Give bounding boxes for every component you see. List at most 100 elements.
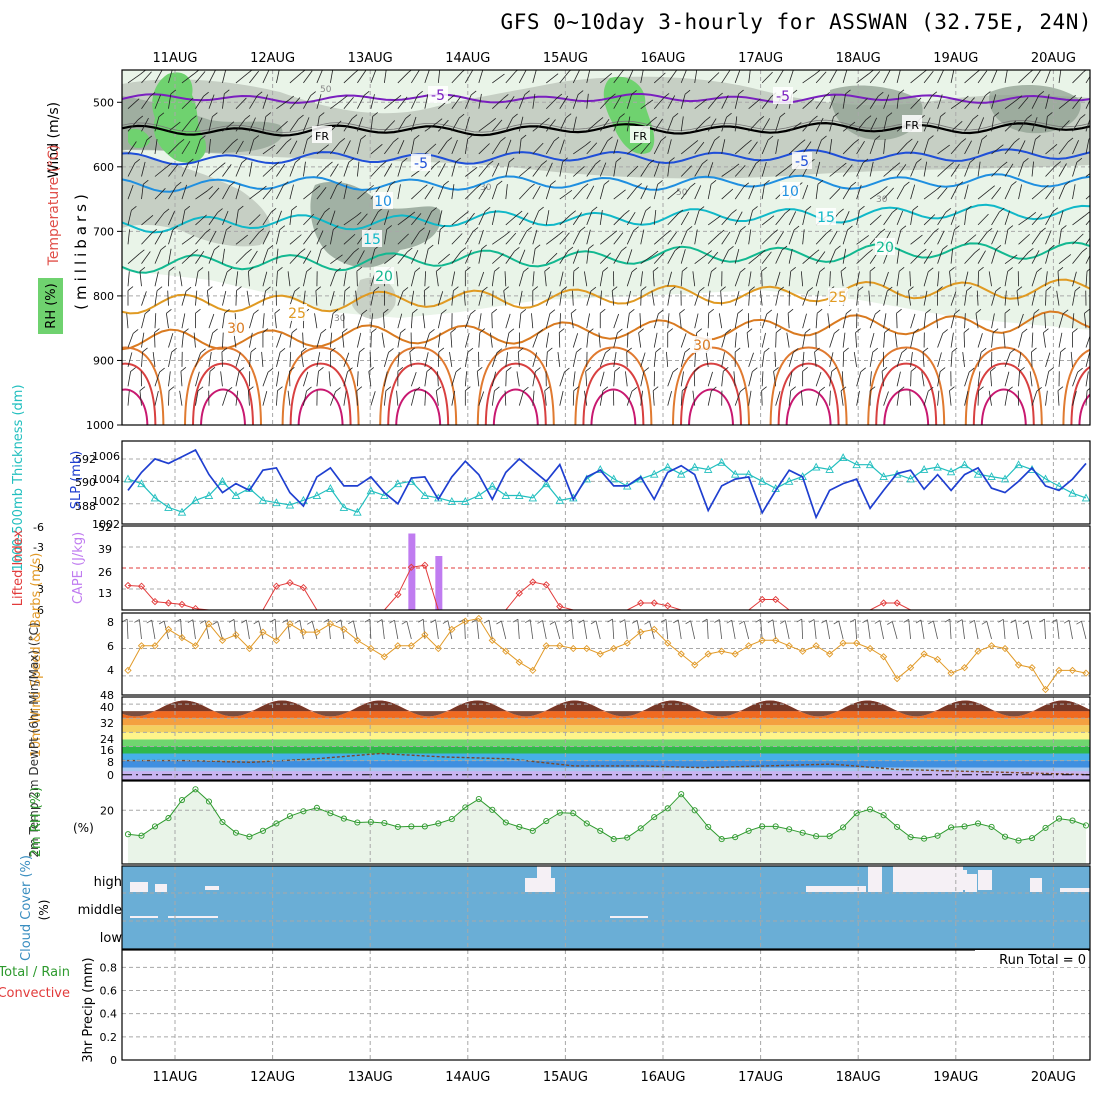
wind-barb (303, 95, 312, 109)
temp-band (122, 753, 1090, 761)
temp-band (122, 739, 1090, 747)
wind-barb-flag (645, 206, 651, 212)
wind-barb (181, 73, 195, 84)
wind-barb (476, 371, 480, 387)
wind-barb (586, 229, 591, 245)
wind-barb (694, 254, 707, 264)
thickness-point (380, 491, 389, 499)
wind-barb-10m-flag (200, 620, 206, 624)
wind-barb-flag (896, 308, 902, 314)
wind-barb (261, 351, 264, 367)
wind-barb (411, 70, 420, 84)
wind-barb-flag (986, 227, 993, 233)
wind-barb-flag (931, 91, 938, 97)
cloud-unit: (%) (37, 900, 51, 921)
wind-barb-10m-flag (619, 619, 626, 623)
li-label: Lifted Index (11, 529, 26, 606)
wind-barb (330, 99, 343, 110)
wind-barb (829, 138, 833, 154)
wind-barb (599, 390, 604, 406)
wind-barb (923, 70, 934, 84)
wind-barb (505, 332, 510, 348)
wind-barb (141, 71, 152, 84)
wind-barb (896, 142, 908, 155)
wind-barb-flag (978, 386, 984, 391)
wind-barb-flag (160, 245, 167, 251)
wind-barb-flag (424, 286, 430, 291)
wind-barb (855, 332, 858, 348)
wind-barb (667, 117, 674, 132)
wind-barb-flag (733, 163, 740, 169)
wind-barb (964, 313, 966, 329)
wind-barb (572, 271, 575, 287)
wind-barb-flag (373, 286, 380, 292)
wind-barb-flag (348, 158, 355, 163)
wind-barb (208, 187, 220, 200)
wind-barb (586, 210, 593, 226)
wind-barb (586, 163, 596, 177)
wind-barb (1004, 390, 1009, 406)
wind-barb-flag (942, 245, 948, 250)
wind-barb (842, 164, 853, 177)
li-point (529, 578, 537, 586)
wind-barb (1072, 290, 1076, 306)
warm-loop (395, 388, 442, 425)
wind-barb (152, 351, 156, 367)
wind-barb (910, 371, 912, 387)
wind-barb (1045, 352, 1051, 368)
thickness-point (353, 507, 362, 516)
wind-barb (910, 140, 919, 155)
wind-barb (977, 117, 985, 132)
wind-barb (1031, 351, 1033, 367)
wind-barb (357, 250, 365, 264)
wind-barb-flag (1094, 228, 1099, 232)
wind-barb-10m (961, 619, 965, 640)
wind-barb (842, 332, 846, 348)
rh2m-point (286, 813, 293, 820)
wind-barb (424, 211, 433, 226)
wind-barb-flag (139, 266, 146, 272)
wind-barb-10m (986, 621, 992, 640)
wind-barb-flag (1007, 225, 1014, 230)
wind-barb (208, 352, 212, 367)
wind-barb (815, 161, 821, 177)
rh2m-point (813, 833, 820, 840)
wind-barb-flag (779, 112, 786, 118)
wind-barb (651, 290, 655, 306)
run-total-bg (975, 950, 1088, 967)
wind-barb (599, 252, 611, 264)
wind-barb-flag (595, 159, 601, 165)
wind-barb (451, 371, 457, 387)
wind-barb (707, 162, 714, 177)
wind-barb-flag (137, 115, 144, 121)
wind-barb (910, 234, 923, 245)
wind-barb-flag (835, 245, 841, 251)
wind-barb (869, 214, 882, 226)
wind-barb (343, 352, 350, 368)
wind-barb (127, 162, 136, 177)
wind-barb-flag (706, 250, 712, 255)
upper-label-mb: (millibars) (72, 190, 90, 310)
wind-barb-flag (288, 95, 294, 101)
wind-barb (1085, 99, 1090, 109)
wind-barb (262, 230, 270, 245)
wind-barb (950, 210, 957, 226)
wind-barb-flag (558, 230, 564, 236)
wind-barb (869, 352, 874, 367)
wind-barb (435, 271, 439, 287)
wind-barb-flag (901, 348, 907, 353)
wind-barb-10m (879, 620, 884, 640)
cape-tick-label: 52 (98, 521, 112, 534)
wind-barb (991, 165, 1003, 177)
wind-barb (532, 210, 540, 226)
wind-barb-flag (743, 182, 750, 188)
wind-barb-flag (409, 347, 416, 353)
wind-barb (788, 390, 792, 406)
wind-barb-10m-flag (590, 620, 597, 625)
wind-barb-flag (335, 267, 341, 273)
wind10-point (772, 636, 780, 644)
wind-barb (869, 332, 875, 348)
wind-barb (384, 163, 393, 177)
slp-tick-label: 1002 (92, 495, 120, 508)
wind-barb (314, 313, 318, 329)
